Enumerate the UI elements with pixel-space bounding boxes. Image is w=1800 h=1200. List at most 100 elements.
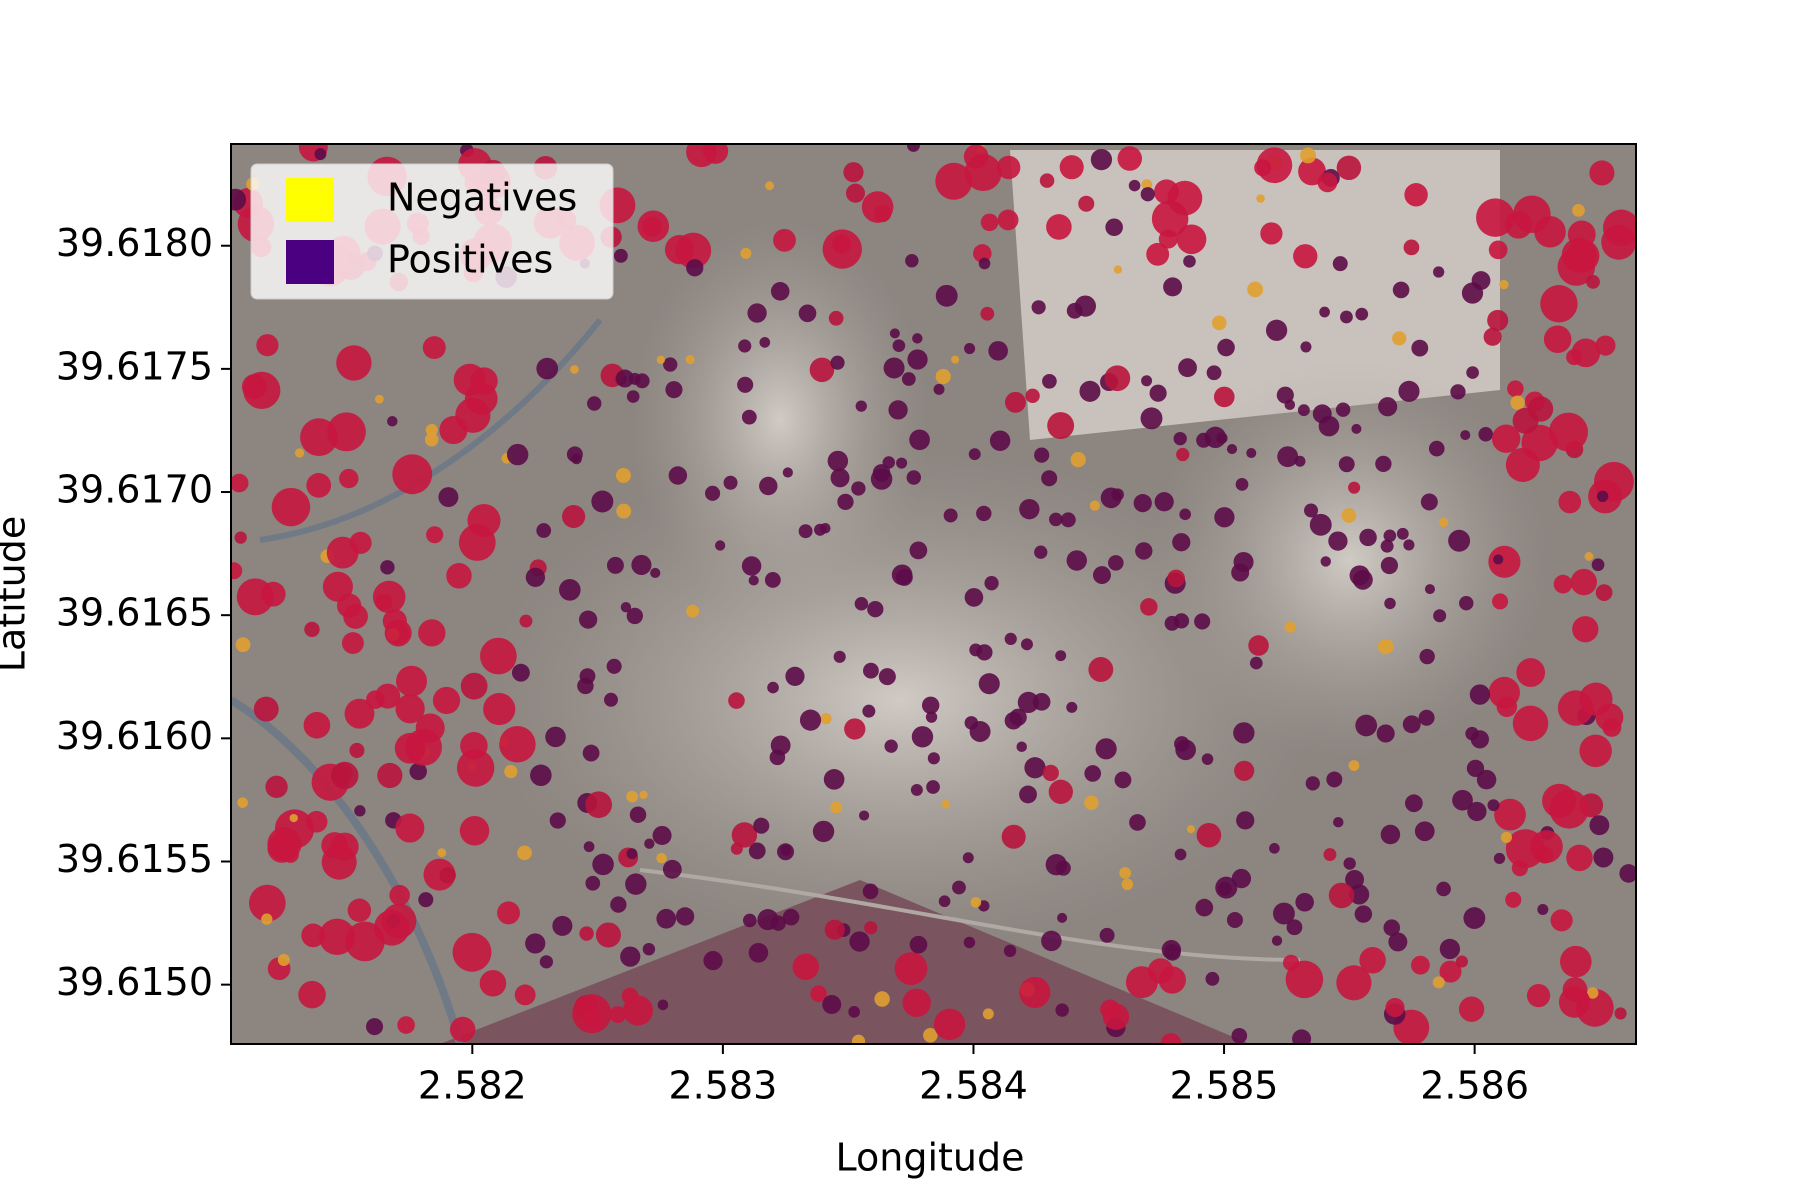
tree-crown — [1566, 844, 1593, 872]
tree-crown — [810, 985, 827, 1002]
tree-crown — [896, 457, 908, 469]
tree-crown — [1405, 794, 1423, 813]
tree-crown — [812, 820, 835, 843]
tree-crown — [1345, 870, 1365, 889]
tree-crown — [978, 673, 1000, 695]
tree-crown — [511, 663, 530, 682]
tree-crown — [901, 372, 916, 386]
tree-crown — [833, 650, 846, 663]
tree-crown — [1099, 927, 1115, 943]
tree-crown — [231, 473, 249, 493]
tree-crown — [1149, 384, 1167, 402]
tree-crown — [1231, 1028, 1248, 1044]
tree-crown — [1179, 508, 1191, 521]
tree-crown — [855, 400, 867, 412]
tree-crown — [656, 908, 677, 929]
tree-crown — [1114, 771, 1132, 789]
tree-crown — [1084, 765, 1102, 782]
tree-crown — [1194, 613, 1211, 630]
tree-crown — [770, 282, 790, 301]
tree-crown — [686, 144, 717, 168]
tree-crown — [301, 923, 326, 948]
tree-crown — [625, 873, 647, 895]
tree-crown — [1231, 868, 1252, 889]
tree-crown — [1560, 945, 1592, 978]
tree-crown — [828, 310, 844, 326]
tree-crown — [1418, 709, 1435, 726]
tree-crown — [552, 915, 573, 936]
tree-crown — [819, 523, 831, 534]
tree-crown — [1579, 734, 1612, 768]
tree-crown — [1351, 423, 1362, 434]
tree-crown — [926, 780, 940, 794]
tree-crown — [889, 328, 900, 339]
tree-crown — [1108, 555, 1124, 571]
tree-crown — [1047, 412, 1075, 440]
tree-crown — [867, 601, 884, 618]
tree-crown — [1404, 183, 1428, 207]
tree-crown — [595, 922, 621, 948]
tree-crown — [1595, 584, 1613, 601]
tree-crown — [1057, 912, 1068, 923]
tree-crown — [530, 764, 552, 787]
tree-crown — [1105, 218, 1123, 237]
tree-crown — [668, 466, 688, 485]
tree-crown — [626, 607, 643, 625]
tree-crown — [982, 1008, 994, 1020]
tree-crown — [1476, 769, 1497, 790]
tree-crown — [425, 423, 438, 437]
tree-crown — [1317, 172, 1338, 193]
tree-crown — [1256, 194, 1265, 203]
tree-crown — [1328, 531, 1348, 551]
tree-crown — [714, 540, 726, 551]
tree-crown — [1300, 341, 1312, 353]
tree-crown — [665, 381, 683, 399]
tree-crown — [1088, 657, 1114, 682]
tree-crown — [1476, 198, 1515, 237]
tree-crown — [1460, 430, 1471, 441]
tree-crown — [1385, 997, 1405, 1018]
y-tick-label: 39.6165 — [56, 591, 213, 635]
tree-crown — [988, 341, 1008, 361]
tree-crown — [1211, 315, 1227, 331]
tree-crown — [415, 713, 445, 743]
tree-crown — [1141, 375, 1153, 387]
tree-crown — [1433, 266, 1445, 278]
tree-crown — [1579, 682, 1613, 716]
tree-crown — [1343, 857, 1356, 870]
tree-crown — [1439, 938, 1461, 960]
tree-crown — [1277, 446, 1299, 468]
tree-crown — [1375, 455, 1392, 473]
tree-crown — [1463, 907, 1486, 929]
tree-crown — [925, 711, 938, 723]
tree-crown — [1034, 447, 1050, 463]
tree-crown — [1248, 635, 1269, 656]
tree-crown — [1090, 148, 1113, 171]
tree-crown — [1017, 691, 1040, 714]
tree-crown — [253, 696, 279, 722]
tree-crown — [1595, 335, 1616, 356]
x-axis-label: Longitude — [836, 1136, 1025, 1180]
tree-crown — [1004, 632, 1017, 646]
tree-crown — [583, 841, 595, 853]
tree-crown — [767, 681, 779, 694]
tree-crown — [536, 357, 559, 380]
tree-crown — [703, 951, 723, 971]
tree-crown — [1001, 824, 1026, 849]
tree-crown — [234, 531, 247, 544]
tree-crown — [1567, 220, 1596, 249]
tree-crown — [1380, 556, 1399, 575]
tree-crown — [1078, 195, 1095, 212]
tree-crown — [1154, 179, 1179, 205]
tree-crown — [1507, 380, 1524, 398]
tree-crown — [615, 369, 634, 388]
tree-crown — [731, 822, 758, 848]
tree-crown — [1295, 892, 1314, 912]
tree-crown — [1384, 597, 1396, 610]
tree-crown — [1348, 481, 1361, 494]
tree-crown — [1586, 275, 1600, 289]
tree-crown — [1133, 493, 1152, 513]
tree-crown — [888, 400, 908, 420]
tree-crown — [906, 470, 922, 485]
tree-crown — [525, 567, 546, 588]
